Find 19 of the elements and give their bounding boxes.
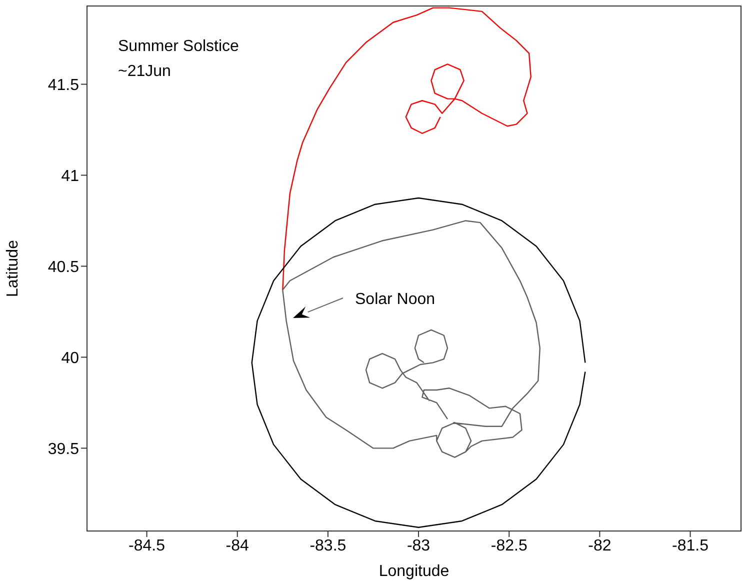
y-tick-label: 40.5 — [48, 258, 80, 276]
x-tick-label: -83.5 — [310, 537, 346, 554]
line-series — [251, 197, 586, 528]
x-tick-label: -84.5 — [128, 537, 166, 554]
x-tick-label: -82.5 — [490, 537, 528, 554]
x-tick-label: -84 — [226, 537, 250, 554]
y-tick-label: 41.5 — [48, 76, 80, 94]
x-tick-label: -81.5 — [672, 537, 709, 554]
x-tick-label: -82 — [588, 537, 612, 554]
line-series — [282, 7, 532, 290]
annotation: Solar Noon — [355, 291, 436, 308]
y-tick-label: 39.5 — [48, 440, 80, 458]
x-axis-title: Longitude — [378, 563, 450, 580]
annotation: Summer Solstice — [118, 38, 240, 55]
annotation: ~21Jun — [118, 63, 171, 80]
y-axis-title: Latitude — [4, 240, 22, 297]
y-tick-label: 40 — [61, 350, 80, 367]
y-tick-label: 41 — [61, 168, 80, 185]
x-tick-label: -83 — [406, 537, 430, 554]
